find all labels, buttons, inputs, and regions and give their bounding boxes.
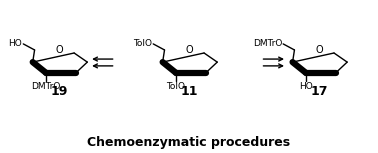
Text: 11: 11 [180,85,198,98]
Text: HO: HO [8,39,22,48]
Text: DMTrO: DMTrO [253,39,282,48]
Text: DMTrO: DMTrO [31,82,60,91]
Text: TolO: TolO [133,39,152,48]
Text: O: O [55,45,63,55]
Text: TolO: TolO [166,82,185,91]
Text: Chemoenzymatic procedures: Chemoenzymatic procedures [87,136,291,149]
Text: 17: 17 [310,85,328,98]
Text: O: O [315,45,323,55]
Text: HO: HO [299,82,313,91]
Text: O: O [185,45,193,55]
Text: 19: 19 [50,85,68,98]
